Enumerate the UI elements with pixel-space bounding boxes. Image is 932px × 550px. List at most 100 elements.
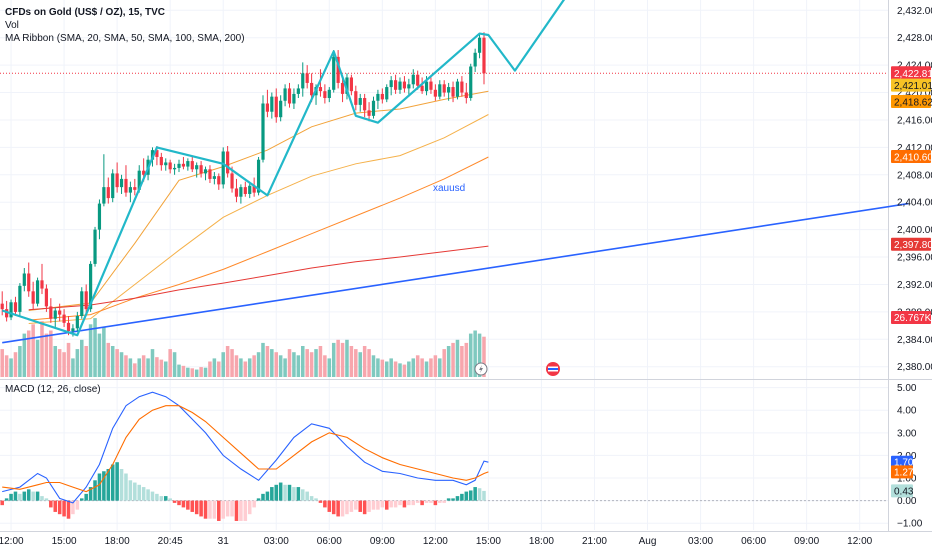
candle-body: [482, 37, 486, 74]
macd-histogram-bar: [274, 484, 279, 501]
volume-bar: [159, 359, 164, 377]
ma-line-sma-200: [28, 245, 489, 311]
volume-bar: [44, 333, 49, 377]
volume-bar: [314, 349, 318, 377]
macd-histogram-bar: [155, 493, 159, 501]
candle-body: [393, 80, 398, 90]
macd-histogram-bar: [44, 498, 49, 501]
price-tick-label: 2,424.00: [897, 61, 932, 72]
candle-body: [164, 162, 168, 166]
macd-line-signal: [2, 405, 489, 493]
volume-bar: [221, 352, 225, 377]
volume-bar: [88, 324, 93, 377]
us-flag-icon-band: [548, 368, 558, 370]
xauusd-trendline-label: xauusd: [433, 183, 466, 194]
candle-body: [469, 66, 473, 99]
candle-body: [385, 87, 389, 100]
price-tick-label: 2,400.00: [897, 225, 932, 236]
macd-histogram-bar: [340, 500, 345, 517]
volume-bar: [4, 355, 9, 377]
volume-bar: [477, 333, 482, 377]
candle-body: [0, 303, 4, 310]
macd-histogram-bar: [296, 487, 301, 501]
volume-bar: [57, 349, 62, 377]
macd-histogram-bar: [133, 482, 137, 501]
macd-histogram-bar: [451, 498, 455, 501]
volume-bar: [407, 361, 411, 377]
candle-body: [323, 91, 327, 99]
candle-body: [66, 322, 71, 332]
volume-bar: [265, 346, 270, 377]
macd-histogram-bar: [4, 498, 9, 501]
candle-body: [97, 203, 102, 230]
macd-histogram-bar: [398, 500, 402, 506]
candle-body: [261, 103, 265, 160]
ma-ribbon-legend: MA Ribbon (SMA, 20, SMA, 50, SMA, 100, S…: [5, 33, 245, 44]
macd-histogram-bar: [420, 500, 424, 506]
macd-histogram-bar: [323, 500, 327, 508]
candle-body: [203, 169, 208, 174]
volume-bar: [35, 339, 40, 377]
candle-body: [75, 315, 79, 329]
price-mark-label: 2,410.60: [894, 152, 932, 163]
drawing-path: [1, 0, 566, 337]
macd-histogram-bar: [234, 500, 239, 521]
volume-bar: [460, 346, 464, 377]
candle-body: [380, 93, 384, 100]
macd-mark-label: 1.70: [894, 458, 914, 469]
volume-bar: [177, 364, 181, 377]
candle-body: [389, 80, 393, 88]
macd-histogram-bar: [26, 489, 31, 501]
volume-bar: [102, 327, 106, 377]
macd-histogram-bar: [230, 500, 234, 517]
macd-histogram-bar: [477, 488, 482, 501]
volume-bar: [305, 349, 309, 377]
macd-histogram-bar: [415, 500, 420, 503]
time-tick-label: 31: [218, 536, 230, 547]
macd-histogram-bar: [371, 500, 376, 510]
volume-bar: [53, 346, 58, 377]
price-tick-label: 2,408.00: [897, 170, 932, 181]
volume-bar: [243, 361, 248, 377]
macd-histogram-bar: [256, 498, 261, 501]
volume-bar: [128, 358, 133, 377]
volume-mark-badge: [891, 311, 931, 324]
macd-histogram-bar: [97, 473, 102, 501]
symbol-title: CFDs on Gold (US$ / OZ), 15, TVC: [5, 7, 166, 18]
candle-body: [451, 87, 455, 97]
time-tick-label: 03:00: [688, 536, 713, 547]
candle-body: [336, 56, 340, 83]
volume-bar: [252, 355, 256, 377]
candle-body: [296, 88, 300, 94]
candle-body: [234, 188, 239, 197]
time-tick-label: 21:00: [582, 536, 607, 547]
price-mark-label: 2,397.80: [894, 240, 932, 251]
volume-bar: [468, 333, 473, 377]
macd-histogram-bar: [331, 500, 336, 515]
volume-bar: [150, 349, 155, 377]
candle-body: [119, 178, 124, 188]
macd-histogram-bar: [393, 500, 398, 508]
volume-bar: [442, 349, 446, 377]
volume-bar: [119, 352, 124, 377]
candle-body: [124, 178, 128, 193]
candle-body: [142, 170, 146, 175]
volume-bar: [141, 355, 146, 377]
time-tick-label: 12:00: [847, 536, 872, 547]
candle-body: [27, 273, 31, 292]
volume-bar: [384, 361, 389, 377]
volume-bar: [106, 342, 111, 377]
volume-bar: [163, 361, 168, 377]
macd-histogram-bar: [181, 500, 186, 508]
macd-histogram-bar: [402, 500, 407, 508]
candle-body: [354, 91, 358, 105]
volume-bar: [168, 349, 172, 377]
volume-bar: [194, 369, 199, 377]
candle-body: [5, 309, 9, 318]
candle-body: [301, 73, 305, 89]
volume-bar: [345, 339, 349, 377]
price-tick-label: 2,392.00: [897, 280, 932, 291]
candle-body: [287, 88, 292, 104]
time-tick-label: 06:00: [317, 536, 342, 547]
